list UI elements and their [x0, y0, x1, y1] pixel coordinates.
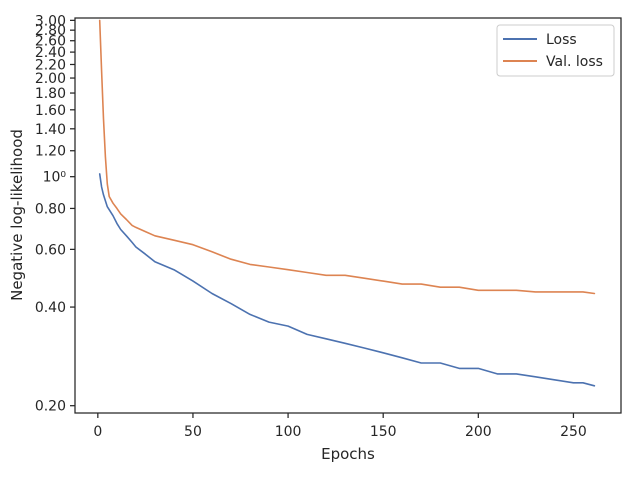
legend-box — [496, 24, 615, 77]
y-tick-label-0-60: 0.60 — [35, 242, 66, 258]
x-tick-label-100: 100 — [275, 424, 302, 440]
x-tick-label-250: 250 — [560, 424, 587, 440]
series-line-loss — [98, 173, 596, 387]
y-tick-label-1-60: 1.60 — [35, 103, 66, 119]
plot-area — [74, 17, 622, 414]
legend: Loss Val. loss — [496, 24, 615, 77]
x-axis-ticks: 0 50 100 150 200 250 — [93, 413, 587, 440]
y-tick-label-0-80: 0.80 — [35, 201, 66, 217]
x-axis-label: Epochs — [321, 445, 375, 463]
series-layer — [98, 19, 596, 387]
y-axis-label: Negative log-likelihood — [8, 129, 26, 301]
y-tick-label-1-40: 1.40 — [35, 122, 66, 138]
legend-label-val-loss: Val. loss — [546, 54, 603, 70]
y-tick-label-2-20: 2.20 — [35, 57, 66, 73]
y-tick-label-2-80: 2.80 — [35, 23, 66, 39]
y-tick-label-0-20: 0.20 — [35, 399, 66, 415]
y-tick-label-10-: 10⁰ — [43, 170, 67, 186]
x-tick-label-0: 0 — [93, 424, 102, 440]
y-tick-label-2-40: 2.40 — [35, 45, 66, 61]
y-tick-label-2-60: 2.60 — [35, 34, 66, 50]
x-tick-label-200: 200 — [465, 424, 492, 440]
y-tick-label-0-40: 0.40 — [35, 300, 66, 316]
y-tick-label-2-00: 2.00 — [35, 71, 66, 87]
legend-label-loss: Loss — [546, 32, 577, 48]
series-line-val-loss — [98, 19, 596, 295]
x-tick-label-50: 50 — [184, 424, 202, 440]
y-axis-ticks: 0.200.400.600.8010⁰1.201.401.601.802.002… — [35, 13, 75, 415]
y-tick-label-1-80: 1.80 — [35, 86, 66, 102]
x-tick-label-150: 150 — [370, 424, 397, 440]
y-tick-label-1-20: 1.20 — [35, 144, 66, 160]
y-tick-label-3-00: 3.00 — [35, 13, 66, 29]
